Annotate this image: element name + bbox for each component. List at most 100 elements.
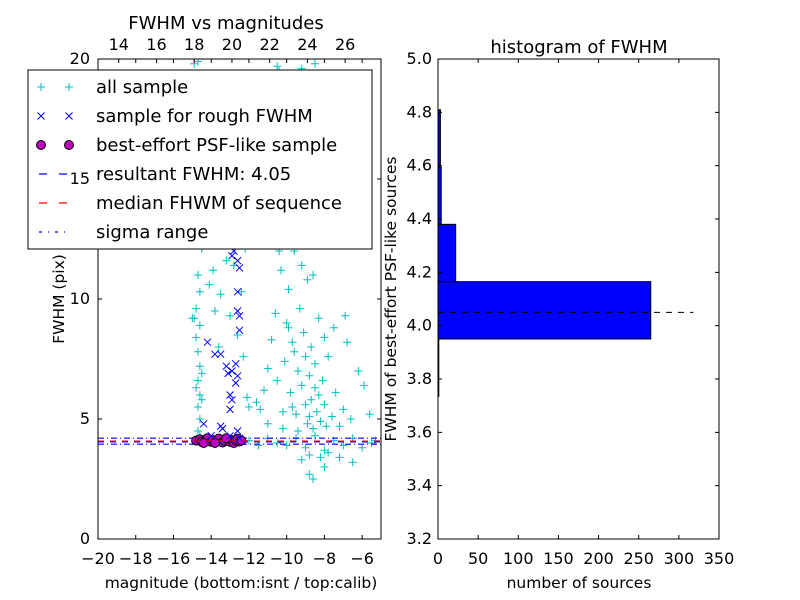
y-tick-label: 0 [80, 529, 90, 548]
y-tick-label: 4.2 [407, 262, 432, 281]
rough-sample-point [224, 369, 233, 378]
all-sample-point [216, 290, 225, 299]
rough-sample-point [199, 419, 208, 428]
all-sample-point [193, 403, 202, 411]
all-sample-point [335, 453, 344, 462]
psf-like-point [198, 438, 209, 448]
rough-sample-point [228, 395, 236, 404]
all-sample-point [309, 271, 318, 279]
y-tick-label: 20 [70, 49, 90, 68]
all-sample-point [303, 275, 312, 284]
all-sample-point [192, 383, 201, 392]
all-sample-point [290, 347, 299, 356]
x-marker-icon [65, 112, 73, 120]
all-sample-point [280, 357, 289, 366]
rough-sample-point [203, 338, 212, 347]
all-sample-point [273, 62, 282, 71]
all-sample-point [193, 59, 202, 66]
histogram-bar [437, 281, 652, 340]
rough-sample-point [218, 424, 227, 433]
all-sample-point [305, 371, 314, 380]
all-sample-point [288, 403, 297, 411]
scatter-y-tick-labels: 0 5 10 15 20 [70, 49, 90, 548]
legend-label: all sample [96, 77, 188, 98]
top-x-tick-label: 18 [184, 35, 204, 54]
top-x-tick-label: 16 [146, 35, 166, 54]
all-sample-point [316, 453, 325, 462]
x-tick-label: 50 [468, 549, 488, 568]
x-tick-label: 250 [623, 549, 654, 568]
all-sample-point [303, 419, 312, 428]
all-sample-point [193, 271, 202, 279]
all-sample-point [284, 285, 293, 294]
all-sample-point [324, 448, 333, 457]
all-sample-point [324, 352, 333, 361]
all-sample-point [267, 335, 276, 344]
all-sample-point [339, 441, 348, 450]
all-sample-point [310, 359, 319, 368]
scatter-axes: −20 −18 −16 −14 −12 −10 −8 −6 14 16 18 20 22 24 26 [81, 35, 382, 568]
x-tick-label: −16 [157, 549, 191, 568]
all-sample-point [329, 323, 338, 332]
x-tick-label: −6 [350, 549, 374, 568]
all-sample-point [193, 347, 202, 356]
x-tick-label: −20 [81, 549, 115, 568]
all-sample-point [260, 386, 269, 395]
x-tick-label: −10 [270, 549, 304, 568]
all-sample-point [354, 367, 363, 375]
all-sample-point [254, 441, 263, 450]
rough-sample-point [207, 431, 216, 440]
all-sample-point [278, 407, 287, 416]
y-tick-label: 4.0 [407, 316, 432, 335]
rough-sample-point [211, 350, 219, 359]
top-x-tick-label: 14 [109, 35, 129, 54]
all-sample-point [309, 424, 318, 433]
rough-sample-point [222, 362, 231, 371]
all-sample-point [292, 410, 301, 419]
y-tick-label: 3.8 [407, 369, 432, 388]
x-tick-label: 0 [433, 549, 443, 568]
all-sample-point [305, 451, 314, 459]
all-sample-point [307, 395, 316, 404]
all-sample-point [282, 319, 291, 327]
y-tick-label: 5.0 [407, 49, 432, 68]
all-sample-point [188, 314, 197, 323]
top-x-tick-label: 22 [260, 35, 280, 54]
legend-box [27, 69, 373, 250]
x-tick-label: −14 [194, 549, 228, 568]
all-sample-point [197, 395, 206, 404]
all-sample-point [263, 419, 272, 428]
all-sample-point [305, 412, 314, 421]
scatter-title: FWHM vs magnitudes [128, 13, 323, 34]
all-sample-point [284, 323, 293, 332]
plot-area [98, 59, 381, 483]
all-sample-point [343, 338, 352, 347]
scatter-x-label: magnitude (bottom:isnt / top:calib) [105, 574, 378, 592]
all-sample-point [301, 400, 310, 409]
circle-marker-icon [36, 140, 46, 150]
legend-label: sigma range [96, 222, 208, 243]
all-sample-point [263, 364, 272, 373]
rough-sample-point [233, 371, 242, 380]
all-sample-point [288, 338, 297, 347]
x-tick-label: 200 [583, 549, 614, 568]
all-sample-point [222, 256, 231, 265]
all-sample-point [310, 383, 319, 392]
rough-sample-point [226, 405, 234, 414]
legend-label: sample for rough FWHM [96, 106, 313, 127]
all-sample-point [297, 381, 306, 390]
rough-sample-point [233, 256, 242, 265]
y-tick-label: 4.4 [407, 209, 432, 228]
all-sample-point [299, 328, 308, 337]
all-sample-point [301, 443, 310, 452]
all-sample-point [273, 376, 282, 385]
histogram-x-label: number of sources [507, 574, 652, 592]
legend: all sample sample for rough FWHM best-effo… [27, 69, 373, 250]
all-sample-point [297, 455, 306, 464]
all-sample-point [316, 417, 325, 426]
all-sample-point [256, 405, 265, 414]
legend-label: median FHWM of sequence [96, 193, 342, 214]
all-sample-point [278, 424, 287, 433]
all-sample-point [195, 287, 204, 296]
all-sample-point [320, 463, 329, 471]
